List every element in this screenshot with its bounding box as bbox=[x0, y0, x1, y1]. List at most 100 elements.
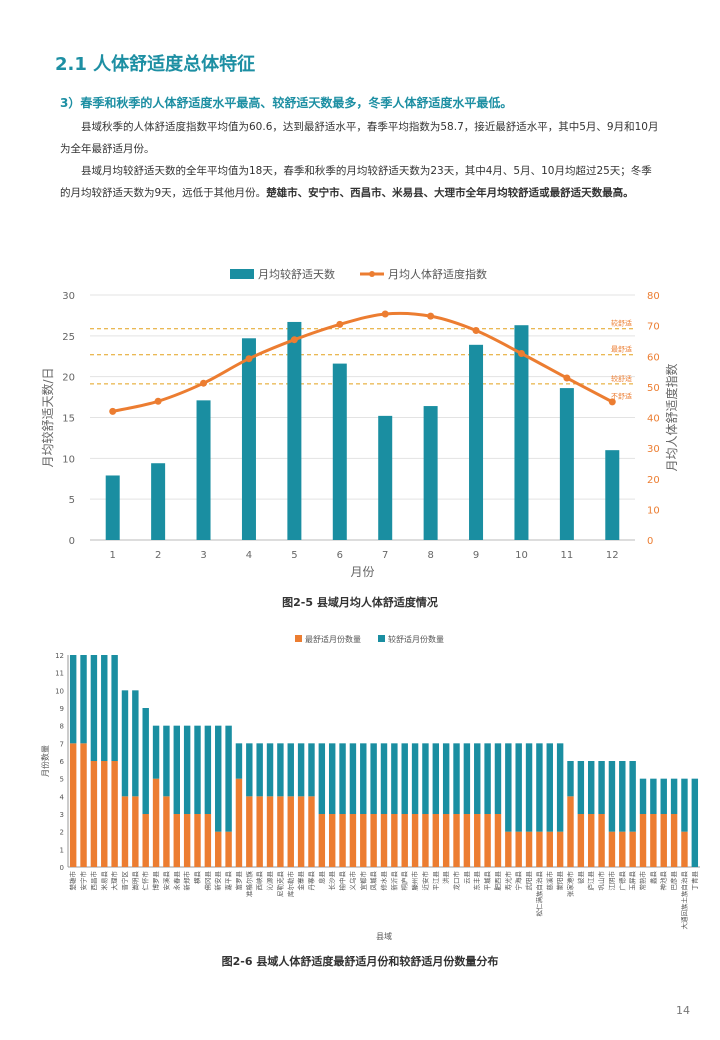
monthly-comfort-chart: 月均较舒适天数 月均人体舒适度指数051015202530010203040506… bbox=[40, 267, 679, 579]
y-right-tick-label: 30 bbox=[647, 444, 660, 455]
best-months-bar bbox=[69, 743, 77, 867]
county-label: 宜都市 bbox=[358, 871, 367, 891]
comfort-index-line bbox=[112, 311, 613, 413]
y-tick-label: 5 bbox=[60, 776, 64, 784]
best-months-bar bbox=[328, 814, 336, 867]
best-months-bar bbox=[318, 814, 326, 867]
x-axis-title: 县域 bbox=[376, 931, 392, 941]
good-months-bar bbox=[225, 725, 232, 832]
county-label: 平江县 bbox=[432, 871, 440, 891]
y-tick-label: 11 bbox=[55, 670, 64, 678]
best-months-bar bbox=[80, 743, 87, 867]
x-tick-label: 10 bbox=[515, 550, 528, 561]
best-months-bar bbox=[339, 814, 346, 867]
best-months-bar bbox=[204, 814, 212, 867]
comfort-days-bar bbox=[559, 388, 574, 540]
best-months-bar bbox=[639, 814, 647, 867]
county-label: 松仁满族自治县 bbox=[534, 871, 543, 917]
good-months-bar bbox=[339, 743, 346, 814]
legend-bar-label: 月均较舒适天数 bbox=[258, 267, 335, 281]
good-months-bar bbox=[266, 743, 274, 797]
x-tick-label: 8 bbox=[427, 550, 433, 561]
good-months-bar bbox=[80, 655, 87, 744]
y-left-tick-label: 20 bbox=[62, 373, 75, 384]
county-label: 富罗县 bbox=[234, 871, 243, 891]
county-label: 新郑市 bbox=[182, 871, 191, 891]
good-months-bar bbox=[401, 743, 408, 814]
county-label: 仁怀市 bbox=[141, 871, 150, 891]
comfort-days-bar bbox=[241, 338, 256, 540]
best-months-bar bbox=[442, 814, 450, 867]
good-months-bar bbox=[308, 743, 315, 797]
county-label: 龙口市 bbox=[452, 871, 461, 891]
y-left-tick-label: 30 bbox=[62, 291, 75, 302]
good-months-bar bbox=[474, 743, 481, 814]
county-label: 神池县 bbox=[659, 871, 668, 891]
best-months-bar bbox=[121, 796, 129, 867]
best-months-bar bbox=[287, 796, 294, 867]
y-left-tick-label: 15 bbox=[62, 414, 75, 425]
y-left-tick-label: 0 bbox=[69, 536, 75, 547]
paragraph-2-text: 县域月均较舒适天数的全年平均值为18天，春季和秋季的月均较舒适天数为23天，其中… bbox=[60, 165, 652, 199]
best-months-bar bbox=[484, 814, 491, 867]
y-left-axis-title: 月均较舒适天数/日 bbox=[40, 367, 55, 467]
good-months-bar bbox=[546, 743, 553, 832]
good-months-bar bbox=[463, 743, 471, 814]
county-label: 丹寨县 bbox=[306, 871, 315, 891]
good-months-bar bbox=[69, 655, 77, 744]
figure-2-5-caption: 图2-5 县域月均人体舒适度情况 bbox=[282, 596, 438, 609]
reference-label: 不舒适 bbox=[611, 391, 632, 400]
good-months-bar bbox=[360, 743, 367, 814]
best-months-bar bbox=[660, 814, 667, 867]
best-months-bar bbox=[370, 814, 377, 867]
county-label: 西昌市 bbox=[89, 871, 98, 891]
good-months-bar bbox=[297, 743, 305, 797]
best-months-bar bbox=[173, 814, 180, 867]
good-months-bar bbox=[525, 743, 533, 832]
county-label: 安溪县 bbox=[161, 871, 170, 891]
best-months-bar bbox=[349, 814, 357, 867]
best-months-bar bbox=[411, 814, 419, 867]
comfort-index-point bbox=[381, 310, 389, 318]
comfort-days-bar bbox=[287, 321, 302, 540]
comfort-days-bar bbox=[151, 463, 166, 540]
county-label: 彼县 bbox=[576, 871, 585, 885]
good-months-bar bbox=[670, 778, 678, 814]
x-tick-label: 12 bbox=[606, 550, 619, 561]
comfort-days-bar bbox=[605, 450, 620, 540]
county-label: 东丰县 bbox=[472, 871, 481, 891]
y-tick-label: 12 bbox=[55, 652, 64, 660]
good-months-bar bbox=[287, 743, 294, 797]
y-right-axis-title: 月均人体舒适度指数 bbox=[664, 363, 679, 471]
good-months-bar bbox=[246, 743, 253, 797]
county-label: 巴彦县 bbox=[669, 871, 678, 891]
best-months-bar bbox=[308, 796, 315, 867]
y-tick-label: 6 bbox=[60, 758, 65, 766]
good-months-bar bbox=[204, 725, 212, 814]
good-months-bar bbox=[556, 743, 564, 832]
county-label: 江阴市 bbox=[607, 871, 616, 891]
county-label: 宁海县 bbox=[514, 871, 523, 891]
best-months-bar bbox=[453, 814, 460, 867]
paragraph-1: 县域秋季的人体舒适度指数平均值为60.6，达到最舒适水平，春季平均指数为58.7… bbox=[60, 121, 659, 155]
comfort-days-bar bbox=[105, 475, 120, 540]
county-label: 平城县 bbox=[484, 871, 492, 891]
y-left-tick-label: 5 bbox=[69, 495, 75, 506]
y-tick-label: 4 bbox=[60, 793, 65, 801]
y-right-tick-label: 40 bbox=[647, 414, 660, 425]
good-months-bar bbox=[515, 743, 522, 832]
legend-bar-swatch bbox=[230, 269, 254, 279]
comfort-index-point bbox=[427, 312, 435, 320]
county-label: 寿光市 bbox=[503, 871, 512, 891]
y-tick-label: 7 bbox=[60, 740, 64, 748]
good-months-bar bbox=[132, 690, 139, 797]
comfort-index-point bbox=[472, 327, 480, 335]
best-months-bar bbox=[515, 831, 522, 867]
best-months-bar bbox=[277, 796, 284, 867]
comfort-index-point bbox=[563, 374, 571, 382]
best-months-bar bbox=[235, 778, 243, 867]
good-months-bar bbox=[588, 761, 595, 814]
good-months-bar bbox=[121, 690, 129, 797]
best-months-bar bbox=[670, 814, 678, 867]
comfort-index-point bbox=[290, 336, 298, 344]
